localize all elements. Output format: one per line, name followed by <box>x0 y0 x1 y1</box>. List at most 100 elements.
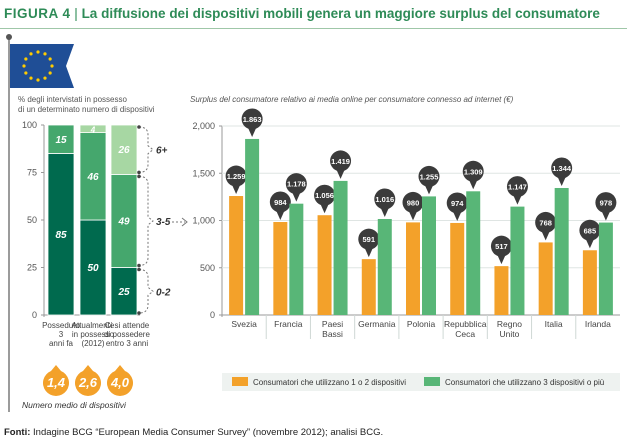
value-pin <box>490 235 512 257</box>
footer-label: Fonti: <box>4 427 31 438</box>
flag-star <box>24 71 28 75</box>
right-tick-label: 1,500 <box>192 168 215 178</box>
right-bar-value: 1.147 <box>508 183 527 192</box>
right-category-label: Paesi <box>322 319 343 329</box>
right-bar <box>466 191 481 315</box>
right-bar <box>377 218 392 315</box>
right-bar-value: 517 <box>495 242 508 251</box>
value-pin <box>374 188 396 210</box>
left-category-label: Ci si attende <box>105 321 150 330</box>
left-tick-label: 0 <box>32 310 37 320</box>
right-ylabel: Surplus del consumatore relativo ai medi… <box>190 95 514 104</box>
left-bar-label: 85 <box>55 230 67 241</box>
left-category-label: (2012) <box>81 339 104 348</box>
right-category-label: Francia <box>274 319 303 329</box>
right-bar-value: 1.309 <box>464 167 483 176</box>
right-category-label: Repubblica <box>444 319 487 329</box>
value-pin <box>418 165 440 187</box>
right-category-label: Bassi <box>322 329 343 339</box>
left-category-label: entro 3 anni <box>106 339 148 348</box>
right-bar <box>406 222 420 315</box>
left-ylabel: di un determinato numero di dispositivi <box>18 105 155 114</box>
right-bar <box>229 196 244 315</box>
avg-devices-value: 1,4 <box>47 375 66 390</box>
value-pin <box>225 165 247 187</box>
right-bar-value: 1.863 <box>243 115 262 124</box>
right-tick-label: 500 <box>200 263 215 273</box>
value-pin-tail <box>557 176 566 186</box>
value-pin-tail <box>276 211 285 221</box>
left-category-label: anni fa <box>49 339 74 348</box>
value-pin <box>269 191 291 213</box>
legend-label: Consumatori che utilizzano 1 o 2 disposi… <box>253 378 406 387</box>
right-tick-label: 1,000 <box>192 216 215 226</box>
right-bar-value: 1.419 <box>331 157 350 166</box>
right-bar-value: 685 <box>584 226 597 235</box>
flag-star <box>48 71 52 75</box>
value-pin-tail <box>585 239 594 249</box>
bracket <box>138 175 154 266</box>
right-category-label: Irlanda <box>585 319 611 329</box>
left-bar-label: 50 <box>87 263 99 274</box>
right-bar-value: 974 <box>451 199 464 208</box>
left-category-label: 3 <box>59 330 64 339</box>
legend-swatch <box>424 377 440 386</box>
left-tick-label: 25 <box>27 263 37 273</box>
value-pin <box>285 173 307 195</box>
value-pin-tail <box>497 255 506 265</box>
left-bar-label: 4 <box>90 125 96 134</box>
left-bar-label: 49 <box>117 216 130 227</box>
value-pin-tail <box>601 211 610 221</box>
value-pin <box>358 228 380 250</box>
flag-star <box>36 50 40 54</box>
left-bar-segment <box>110 267 138 316</box>
avg-devices-bubble <box>43 365 69 396</box>
value-pin <box>595 192 617 214</box>
left-bar-segment <box>79 124 107 133</box>
flag-star <box>48 57 52 61</box>
left-tick-label: 75 <box>27 168 37 178</box>
right-category-label: Ceca <box>455 329 475 339</box>
right-bar <box>582 250 597 315</box>
avg-devices-bubble <box>107 365 134 396</box>
value-pin <box>402 191 424 213</box>
right-tick-label: 0 <box>210 310 215 320</box>
figure-label: Figura 4 <box>4 6 71 21</box>
figure-title: Figura 4 | La diffusione dei dispositivi… <box>4 6 600 21</box>
right-category-label: Italia <box>545 319 563 329</box>
right-category-label: Svezia <box>231 319 257 329</box>
right-bar <box>494 266 509 315</box>
value-pin-tail <box>425 185 433 195</box>
value-pin-tail <box>453 211 462 221</box>
title-rule <box>0 28 627 29</box>
source-footer: Fonti: Indagine BCG “European Media Cons… <box>4 427 383 438</box>
right-bar <box>245 138 260 315</box>
avg-devices-value: 4,0 <box>110 375 130 390</box>
right-bar <box>422 196 436 315</box>
bracket-label: 0-2 <box>156 287 171 298</box>
right-bar <box>289 203 304 315</box>
value-pin <box>579 219 601 241</box>
right-bar <box>273 222 288 315</box>
left-bar-segment <box>47 153 75 316</box>
right-bar-value: 1.344 <box>552 164 572 173</box>
right-bar-value: 1.056 <box>315 191 334 200</box>
right-tick-label: 2,000 <box>192 121 215 131</box>
legend-label: Consumatori che utilizzano 3 dispositivi… <box>445 378 604 387</box>
title-separator: | <box>74 6 78 21</box>
footer-text: Indagine BCG “European Media Consumer Su… <box>33 427 384 438</box>
value-pin <box>506 176 528 198</box>
value-pin-tail <box>248 127 257 137</box>
value-pin-tail <box>336 169 345 179</box>
right-bar <box>361 259 376 315</box>
value-pin-tail <box>292 192 301 202</box>
right-category-label: Germania <box>358 319 396 329</box>
right-bar <box>450 222 465 315</box>
bracket-dot <box>137 267 141 272</box>
flag-star <box>36 78 40 82</box>
right-bar-value: 1.259 <box>227 172 246 181</box>
bracket-label: 3-5 <box>156 217 171 228</box>
value-pin-tail <box>380 207 389 217</box>
avg-devices-bubble <box>74 365 101 396</box>
